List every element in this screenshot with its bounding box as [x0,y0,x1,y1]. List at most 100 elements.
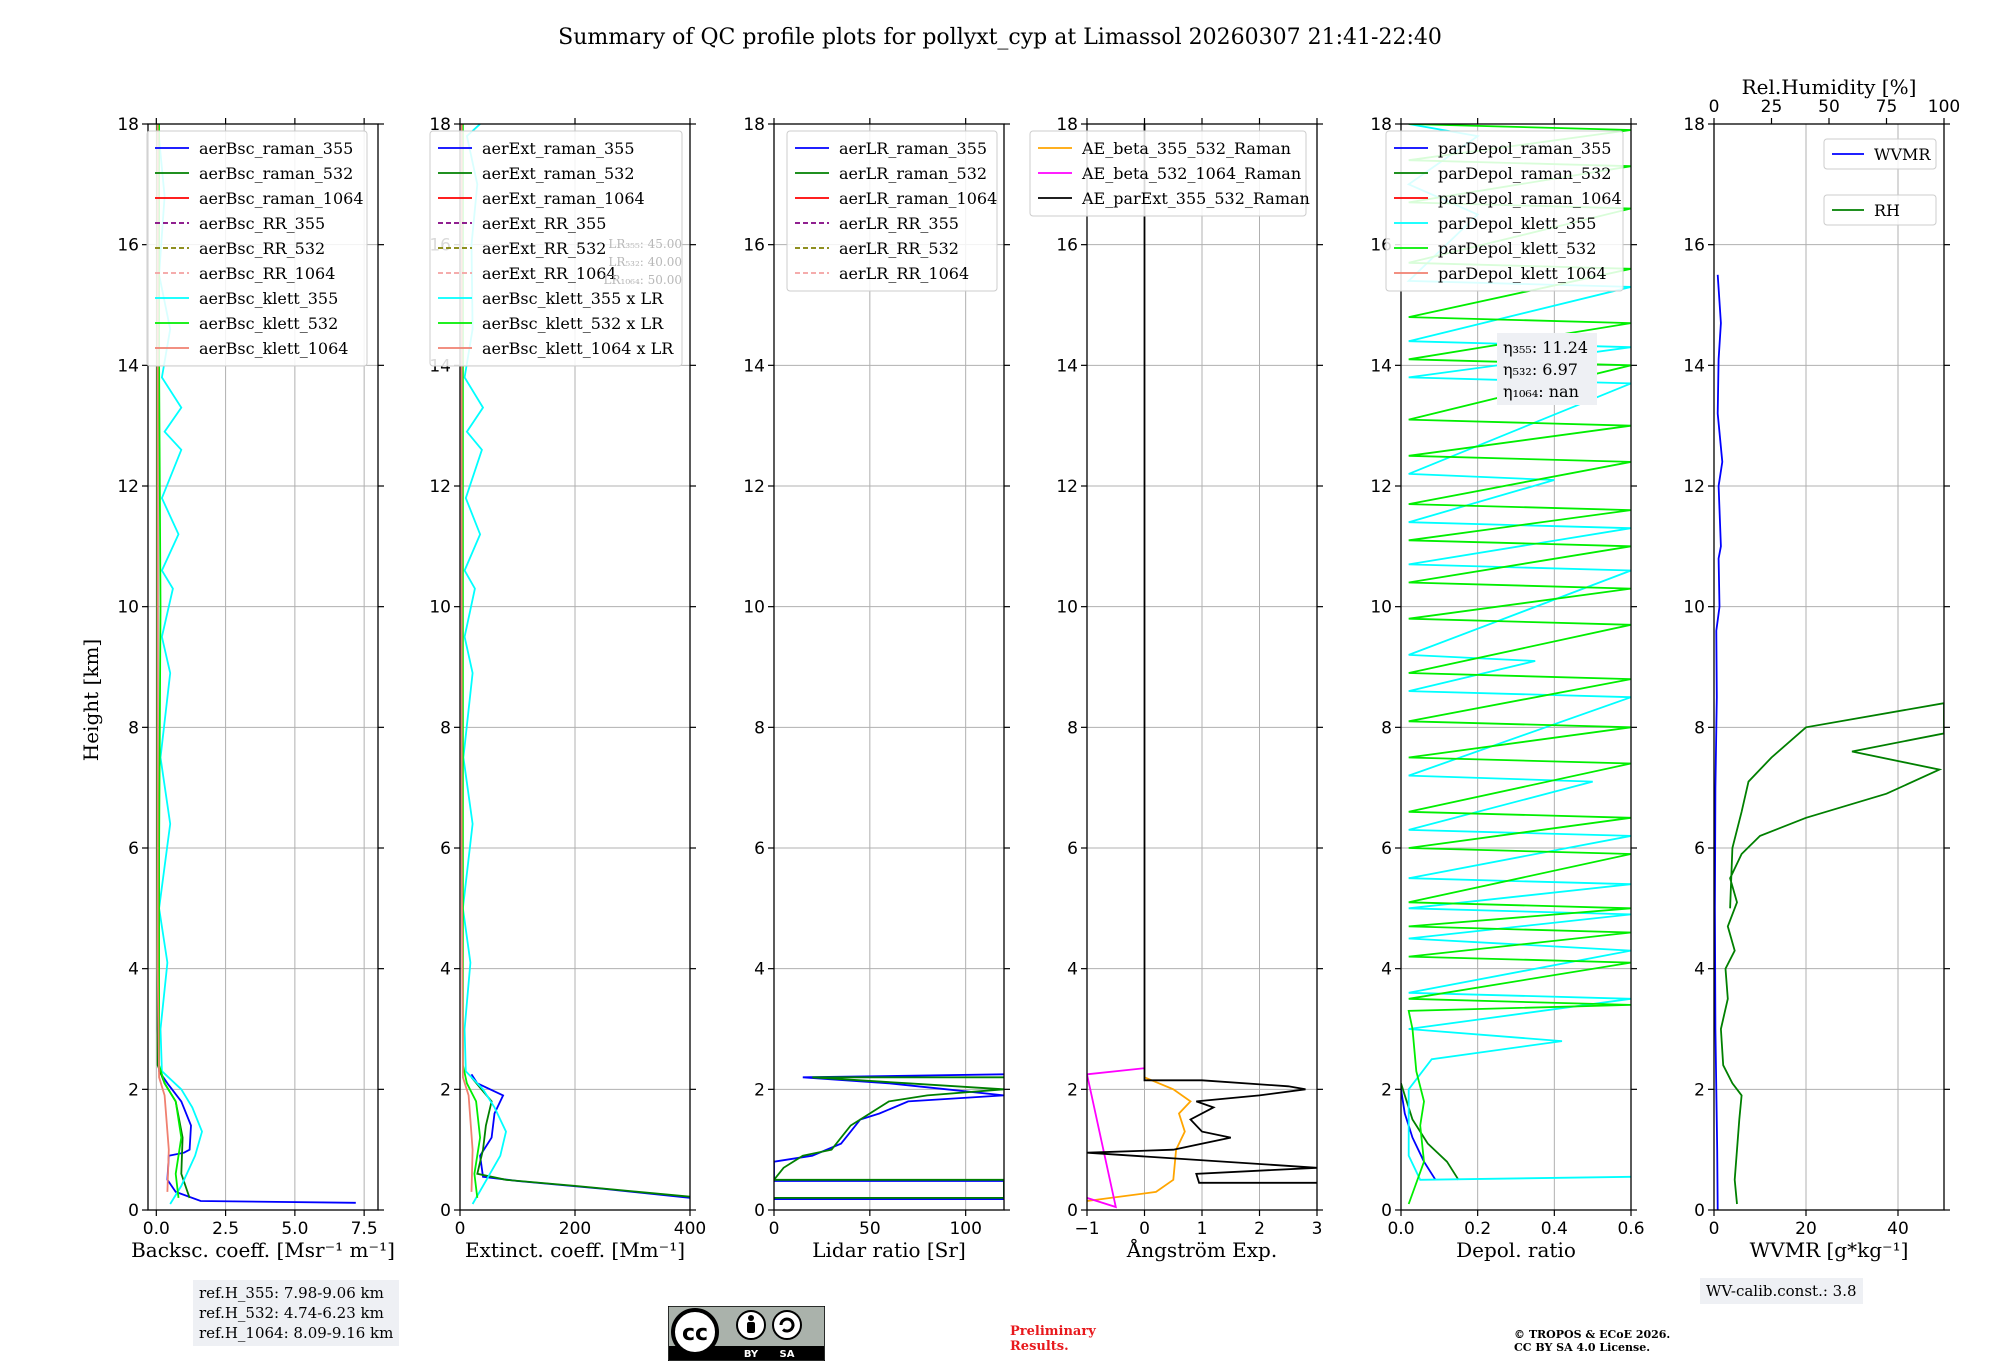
legend-label: aerBsc_RR_355 [199,214,325,233]
x-axis-label: WVMR [g*kg⁻¹] [1750,1238,1909,1262]
legend-label: aerExt_RR_1064 [482,264,617,283]
y-tick-label: 0 [1381,1201,1392,1221]
y-tick-label: 2 [440,1080,451,1100]
legend-label: aerBsc_raman_355 [199,139,353,158]
series-group [1401,124,1631,1205]
y-tick-label: 2 [1694,1080,1705,1100]
legend-label: WVMR [1874,145,1931,164]
legend-label: aerBsc_klett_355 [199,289,338,308]
legend-frame [1029,130,1307,217]
series-aerBsc_klett_355 [156,124,203,1205]
legend-label: aerBsc_klett_532 x LR [482,314,664,333]
y-tick-label: 8 [440,718,451,738]
ref-height-532: ref.H_532: 4.74-6.23 km [199,1304,384,1322]
x-axis-label: Depol. ratio [1456,1238,1576,1262]
legend-label: parDepol_raman_1064 [1438,189,1622,208]
y-tick-label: 18 [1370,115,1392,135]
y-tick-label: 14 [1056,356,1078,376]
y-tick-label: 2 [1067,1080,1078,1100]
preliminary-line-1: Preliminary [1010,1324,1096,1339]
share-alike-arc [779,1317,795,1333]
y-tick-label: 6 [1381,839,1392,859]
cc-circle-icon [671,1308,719,1356]
axes-frame [773,123,1005,1211]
y-tick-label: 8 [1381,718,1392,738]
legend-label: parDepol_raman_355 [1438,139,1611,158]
y-tick-label: 4 [1067,960,1078,980]
legend-label: aerBsc_raman_1064 [199,189,364,208]
x-axis-label: Ångström Exp. [1126,1237,1277,1262]
y-tick-label: 6 [1694,839,1705,859]
x-tick-label: 400 [674,1219,706,1239]
x-tick-label: 0 [455,1219,466,1239]
series-AE_beta_355_532_Raman [1087,1076,1192,1202]
preliminary-line-2: Results. [1010,1339,1069,1354]
legend-frame [1823,194,1937,226]
y-tick-label: 10 [1683,598,1705,618]
y-tick-label: 6 [440,839,451,859]
legend-label: aerLR_RR_532 [839,239,959,258]
x-tick-label: 40 [1887,1219,1909,1239]
y-tick-label: 12 [117,477,139,497]
ref-height-355: ref.H_355: 7.98-9.06 km [199,1284,384,1302]
y-tick-label: 18 [743,115,765,135]
y-tick-label: 18 [1683,115,1705,135]
reference-heights-box: ref.H_355: 7.98-9.06 km ref.H_532: 4.74-… [193,1280,400,1346]
x-tick-label: 1 [1197,1219,1208,1239]
x-tick-label: 7.5 [351,1219,378,1239]
y-tick-label: 6 [754,839,765,859]
eta-value: η₁₀₆₄: nan [1503,382,1579,401]
series-parDepol_klett_532 [1407,124,1631,1205]
legend-frame [429,130,683,367]
y-tick-label: 0 [440,1201,451,1221]
x-tick-label: 0.2 [1464,1219,1491,1239]
y-tick-label: 4 [440,960,451,980]
legend-label: aerBsc_klett_1064 [199,339,348,358]
copyright-line-1: © TROPOS & ECoE 2026. [1514,1328,1671,1341]
wv-calib-text: WV-calib.const.: 3.8 [1706,1282,1857,1300]
by-label: BY [744,1349,759,1360]
series-group [156,124,356,1205]
y-tick-label: 0 [1694,1201,1705,1221]
legend-label: parDepol_raman_532 [1438,164,1611,183]
legend-frame [1823,138,1937,170]
y-tick-label: 6 [1067,839,1078,859]
legend: AE_beta_355_532_Raman AE_beta_532_1064_Ra… [1029,130,1310,217]
y-tick-label: 4 [1694,960,1705,980]
legend-label: aerLR_RR_355 [839,214,959,233]
x-tick-label: −1 [1074,1219,1099,1239]
legend-label: aerBsc_raman_532 [199,164,353,183]
legend-label: parDepol_klett_355 [1438,214,1596,233]
x-tick-label: 0 [769,1219,780,1239]
x-axis-label: Backsc. coeff. [Msr⁻¹ m⁻¹] [131,1238,395,1262]
y-tick-label: 14 [117,356,139,376]
panel-extinction: 0246810121416180200400Extinct. coeff. [M… [429,115,706,1262]
series-AE_parExt_355_532_Raman [1087,124,1317,1184]
legend-label: aerBsc_klett_1064 x LR [482,339,674,358]
legend-label: aerBsc_RR_532 [199,239,325,258]
figure-title: Summary of QC profile plots for pollyxt_… [558,25,1442,50]
series-group [774,1073,1004,1200]
y-tick-label: 14 [743,356,765,376]
y-tick-label: 10 [743,598,765,618]
legend-label: aerBsc_klett_355 x LR [482,289,664,308]
series-aerLR_raman_532 [774,1076,1004,1199]
y-tick-label: 8 [128,718,139,738]
lidar-ratio-annotation: LR₃₅₅: 45.00 [608,237,682,251]
legend-label: parDepol_klett_532 [1438,239,1596,258]
legend-label: aerExt_raman_1064 [482,189,645,208]
series-aerBsc_klett_1064 [156,124,170,1192]
legend-label: aerLR_RR_1064 [839,264,969,283]
y-tick-label: 2 [754,1080,765,1100]
lidar-ratio-annotation: LR₅₃₂: 40.00 [608,255,682,269]
copyright-note: © TROPOS & ECoE 2026. CC BY SA 4.0 Licen… [1514,1328,1670,1354]
y-tick-label: 12 [1683,477,1705,497]
x-tick-label: 0.6 [1617,1219,1644,1239]
y-tick-label: 14 [1370,356,1392,376]
x2-tick-label: 25 [1761,97,1783,117]
x-tick-label: 20 [1795,1219,1817,1239]
